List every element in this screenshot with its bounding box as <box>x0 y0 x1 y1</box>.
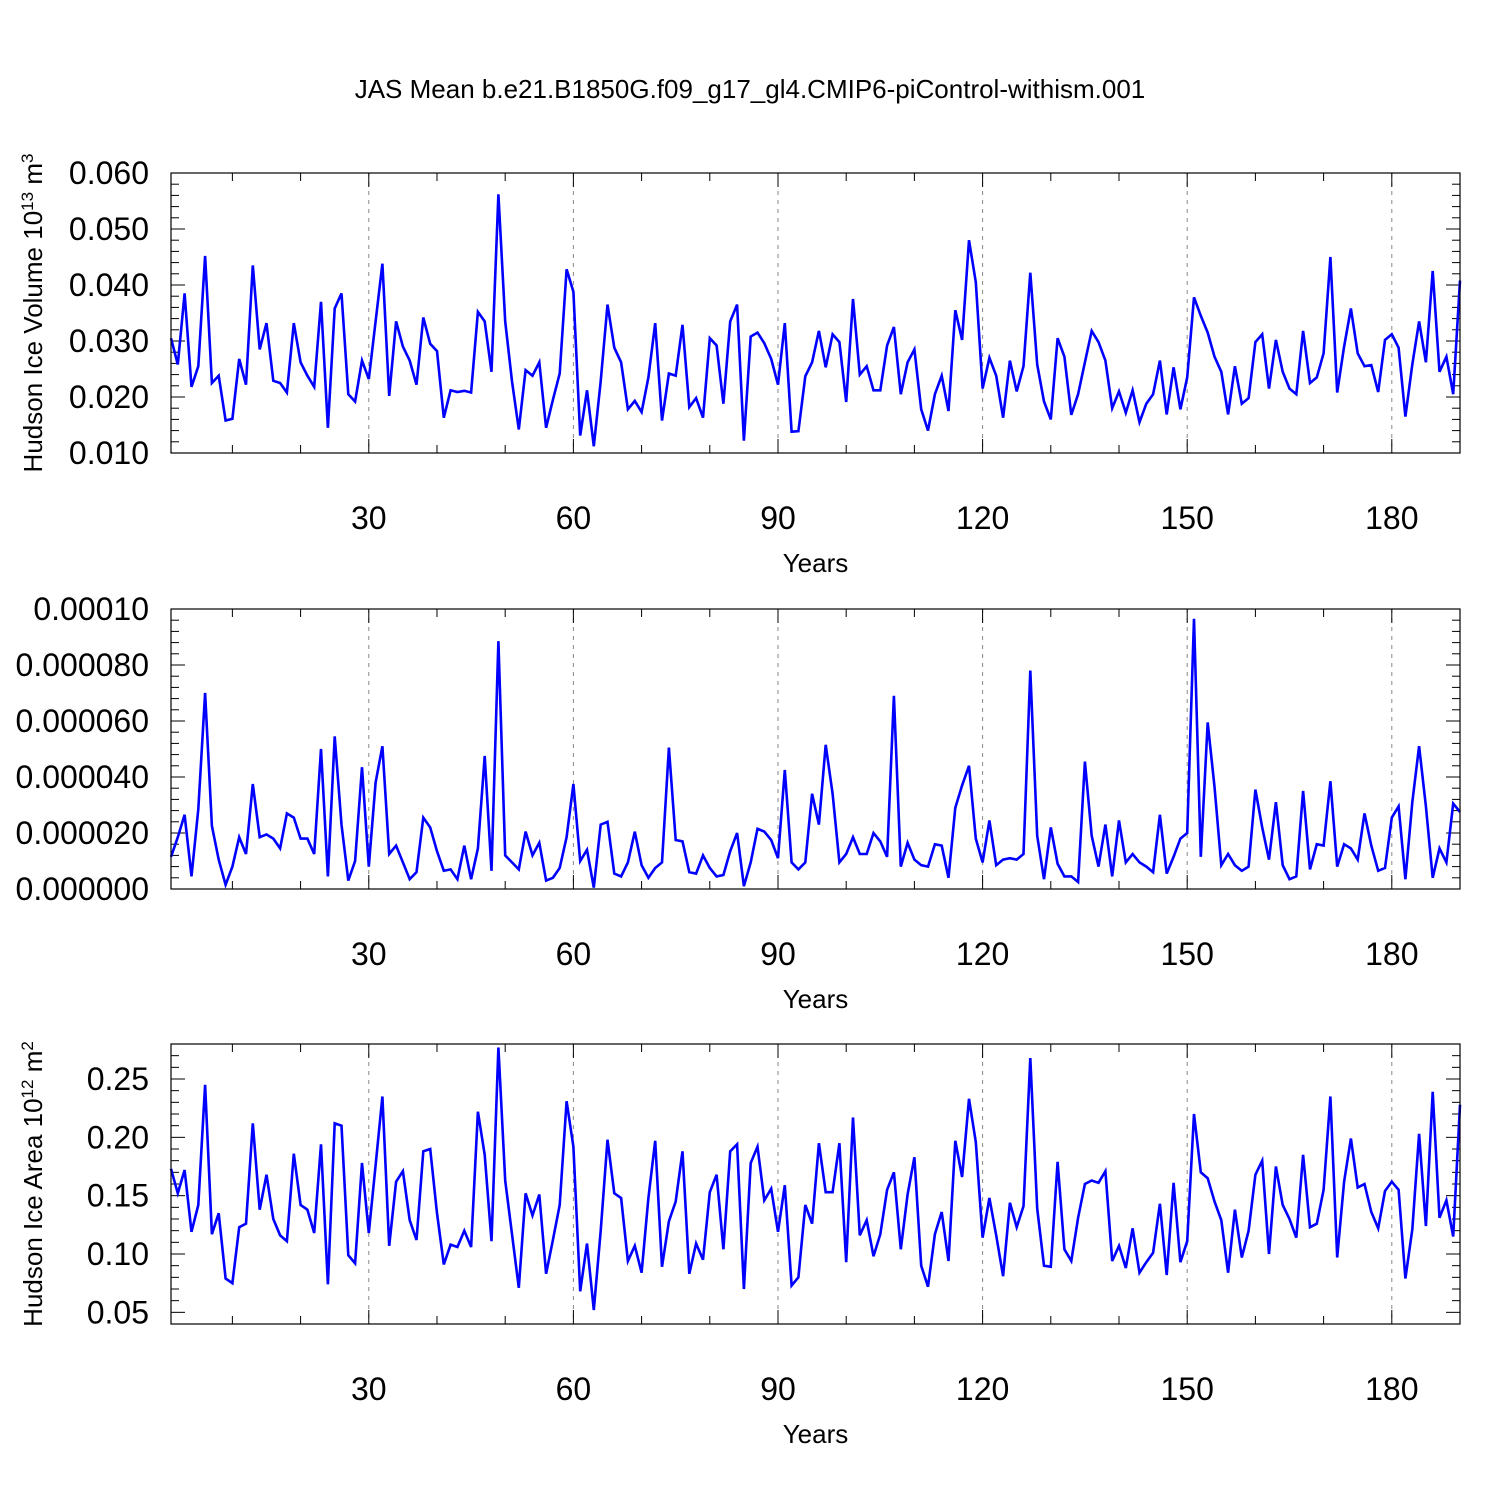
panel-2: 0.000000 0.000020 0.000040 0.000060 0.000080… <box>16 591 1462 1014</box>
y-axis-title-unit: m <box>18 163 48 192</box>
y-tick-label: 0.05 <box>87 1294 149 1330</box>
y-tick-label: 0.15 <box>87 1178 149 1214</box>
plot-frame <box>170 172 1461 454</box>
y-tick-label: 0.10 <box>87 1236 149 1272</box>
y-axis-title: Hudson Ice Area 1012 m2 <box>18 1041 49 1327</box>
y-tick-label: 0.020 <box>69 379 149 415</box>
x-tick-label: 30 <box>351 500 387 536</box>
panel-1: 0.010 0.020 0.030 0.040 0.050 0.060 30 60 90 120 1… <box>18 154 1462 578</box>
x-tick-label: 120 <box>956 500 1009 536</box>
y-axis-title-unit-exponent: 2 <box>18 1041 37 1050</box>
series-line <box>169 194 1462 447</box>
y-axis-title: Hudson Ice Volume 1013 m3 <box>18 154 49 473</box>
y-tick-label: 0.00010 <box>33 591 149 627</box>
x-tick-label: 30 <box>351 936 387 972</box>
plot-frame <box>170 1043 1461 1325</box>
panel-3: 0.05 0.10 0.15 0.20 0.25 30 60 90 120 150 180 Years… <box>18 1041 1462 1449</box>
y-tick-label: 0.20 <box>87 1119 149 1155</box>
x-tick-label: 30 <box>351 1371 387 1407</box>
figure-title: JAS Mean b.e21.B1850G.f09_g17_gl4.CMIP6-… <box>354 74 1146 104</box>
y-axis-title-exponent: 13 <box>18 192 37 211</box>
x-tick-label: 150 <box>1161 1371 1214 1407</box>
series-line <box>169 1047 1462 1311</box>
x-tick-label: 90 <box>760 500 796 536</box>
x-tick-label: 180 <box>1365 1371 1418 1407</box>
x-tick-label: 150 <box>1161 500 1214 536</box>
y-tick-label: 0.000080 <box>16 647 149 683</box>
y-tick-label: 0.060 <box>69 155 149 191</box>
y-axis-title-exponent: 12 <box>18 1080 37 1099</box>
x-tick-label: 90 <box>760 1371 796 1407</box>
x-tick-label: 90 <box>760 936 796 972</box>
y-axis-title-text: Hudson Ice Volume 10 <box>18 211 48 473</box>
x-axis-title: Years <box>783 548 849 578</box>
y-tick-label: 0.000040 <box>16 759 149 795</box>
x-axis-title: Years <box>783 1419 849 1449</box>
x-tick-label: 120 <box>956 1371 1009 1407</box>
y-tick-label: 0.000060 <box>16 703 149 739</box>
x-tick-label: 180 <box>1365 500 1418 536</box>
y-axis-title-text: Hudson Ice Area 10 <box>18 1098 48 1326</box>
plot-frame <box>170 608 1461 890</box>
x-tick-label: 60 <box>556 936 592 972</box>
x-tick-label: 180 <box>1365 936 1418 972</box>
y-axis-title-unit: m <box>18 1051 48 1080</box>
y-tick-label: 0.000000 <box>16 871 149 907</box>
x-axis-title: Years <box>783 984 849 1014</box>
x-tick-label: 60 <box>556 500 592 536</box>
x-tick-label: 120 <box>956 936 1009 972</box>
x-tick-label: 60 <box>556 1371 592 1407</box>
y-tick-label: 0.25 <box>87 1061 149 1097</box>
series-line <box>169 618 1462 890</box>
y-tick-label: 0.050 <box>69 211 149 247</box>
y-tick-label: 0.040 <box>69 267 149 303</box>
y-tick-label: 0.010 <box>69 435 149 471</box>
y-axis-title-unit-exponent: 3 <box>18 154 37 163</box>
y-tick-label: 0.000020 <box>16 815 149 851</box>
y-tick-label: 0.030 <box>69 323 149 359</box>
x-tick-label: 150 <box>1161 936 1214 972</box>
